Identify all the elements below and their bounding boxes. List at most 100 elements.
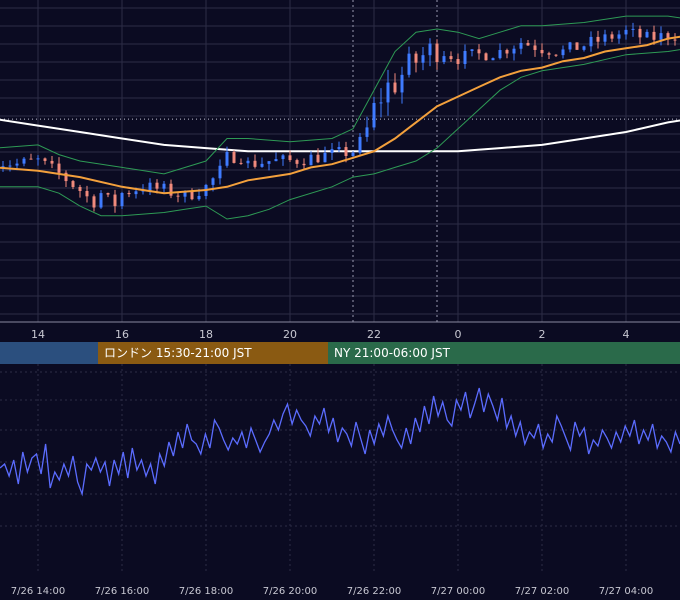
trading-session-bar: ロンドン 15:30-21:00 JST NY 21:00-06:00 JST <box>0 342 680 364</box>
short-moving-average <box>0 35 680 195</box>
oscillator-x-tick-label: 7/26 20:00 <box>263 586 317 597</box>
oscillator-x-tick-label: 7/26 14:00 <box>11 586 65 597</box>
candle <box>491 57 495 61</box>
candle <box>218 159 222 185</box>
candle <box>8 160 12 172</box>
candle <box>281 153 285 166</box>
candle <box>309 151 313 166</box>
oscillator-series-line <box>0 387 680 497</box>
candle <box>57 157 61 180</box>
oscillator-x-tick-label: 7/27 02:00 <box>515 586 569 597</box>
candle <box>393 73 397 95</box>
price-x-tick-label: 14 <box>31 328 45 341</box>
session-ny: NY 21:00-06:00 JST <box>328 342 680 364</box>
candle <box>106 192 110 198</box>
candle <box>575 42 579 50</box>
price-x-tick-label: 20 <box>283 328 297 341</box>
candle <box>568 41 572 53</box>
candle <box>29 153 33 160</box>
candle <box>372 96 376 131</box>
candle <box>337 141 341 153</box>
candle <box>295 158 299 168</box>
candle <box>274 152 278 162</box>
price-x-tick-label: 22 <box>367 328 381 341</box>
candle <box>442 50 446 65</box>
price-grid <box>0 0 680 323</box>
candle <box>71 179 75 190</box>
candle <box>582 45 586 52</box>
candle <box>162 180 166 194</box>
candle <box>85 185 89 203</box>
oscillator-x-tick-label: 7/26 22:00 <box>347 586 401 597</box>
candle <box>449 51 453 63</box>
candle <box>99 190 103 209</box>
candle <box>169 179 173 199</box>
candle <box>204 183 208 200</box>
candle <box>554 54 558 58</box>
candle <box>288 150 292 162</box>
candle <box>519 38 523 55</box>
short-ma-line <box>0 35 680 195</box>
candle <box>78 184 82 198</box>
candle <box>533 39 537 57</box>
candle <box>673 33 677 46</box>
candle <box>127 190 131 198</box>
candle <box>400 66 404 104</box>
candle <box>645 29 649 38</box>
candle <box>22 156 26 167</box>
price-x-tick-label: 2 <box>539 328 546 341</box>
candle <box>561 45 565 59</box>
candle <box>260 157 264 168</box>
price-chart: 14 16 18 20 22 0 2 4 <box>0 0 680 341</box>
candle <box>624 25 628 40</box>
candle <box>386 69 390 116</box>
candle <box>484 52 488 61</box>
candle <box>540 43 544 57</box>
price-x-tick-label: 16 <box>115 328 129 341</box>
bollinger-lower <box>0 49 680 220</box>
vertical-dashed-markers <box>352 0 438 322</box>
candle <box>428 38 432 67</box>
candle <box>631 22 635 37</box>
candle <box>456 53 460 70</box>
price-x-axis: 14 16 18 20 22 0 2 4 <box>31 328 630 341</box>
oscillator-x-tick-label: 7/27 00:00 <box>431 586 485 597</box>
price-x-tick-label: 0 <box>455 328 462 341</box>
candle <box>477 44 481 60</box>
candle <box>43 157 47 165</box>
candle <box>316 148 320 164</box>
candle <box>617 30 621 44</box>
candle <box>414 51 418 73</box>
candle <box>512 45 516 61</box>
candle <box>610 31 614 43</box>
candle <box>330 143 334 161</box>
bollinger-bands <box>0 15 680 220</box>
candle <box>421 47 425 71</box>
candle <box>589 31 593 52</box>
oscillator-chart: 7/26 14:00 7/26 16:00 7/26 18:00 7/26 20:00… <box>0 364 680 597</box>
candle <box>652 25 656 45</box>
candle <box>463 44 467 69</box>
candle <box>344 141 348 163</box>
candle <box>302 158 306 171</box>
price-x-tick-label: 18 <box>199 328 213 341</box>
candle <box>148 178 152 196</box>
candle <box>267 161 271 171</box>
candle <box>603 29 607 46</box>
candle <box>253 154 257 169</box>
candle <box>407 46 411 78</box>
candle <box>64 170 68 187</box>
price-x-tick-label: 4 <box>623 328 630 341</box>
candle <box>36 155 40 166</box>
candle <box>246 157 250 169</box>
candle <box>50 156 54 169</box>
candle <box>113 189 117 213</box>
candle <box>638 25 642 45</box>
bollinger-upper <box>0 15 680 175</box>
oscillator-line <box>0 387 680 497</box>
candle <box>232 150 236 164</box>
candle <box>225 146 229 168</box>
candle <box>358 132 362 156</box>
candle <box>176 192 180 203</box>
candle <box>120 191 124 210</box>
